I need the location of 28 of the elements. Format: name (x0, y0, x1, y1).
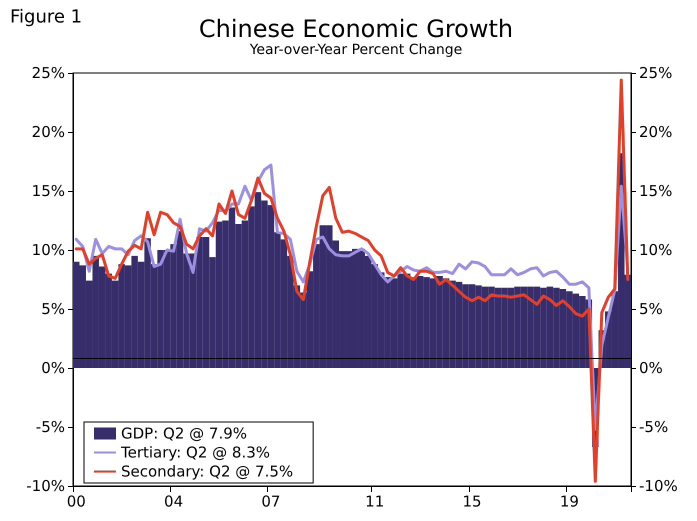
x-tick-label: 04 (164, 492, 184, 510)
x-tick-label: 11 (365, 492, 384, 510)
y-tick-label: 15% (32, 182, 65, 200)
chart-subtitle: Year-over-Year Percent Change (248, 42, 462, 58)
y-tick-label: -10% (26, 477, 65, 495)
y2-tick-label: 5% (639, 300, 663, 318)
y2-tick-label: 20% (639, 123, 672, 141)
y-tick-label: 20% (32, 123, 65, 141)
y-tick-label: 25% (32, 64, 65, 82)
chart-title: Chinese Economic Growth (198, 15, 514, 43)
x-tick-label: 07 (261, 492, 280, 510)
y-tick-label: 5% (41, 300, 65, 318)
y-tick-label: 0% (41, 359, 65, 377)
y2-tick-label: -5% (639, 418, 668, 436)
x-tick-label: 15 (462, 492, 482, 510)
caption: Figure 1 (10, 6, 82, 28)
legend-label: GDP: Q2 @ 7.9% (121, 424, 248, 442)
y-tick-label: -5% (36, 418, 65, 436)
x-tick-label: 00 (66, 492, 86, 510)
x-tick-label: 19 (560, 492, 579, 510)
y2-tick-label: -10% (639, 477, 678, 495)
y2-tick-label: 25% (639, 64, 672, 82)
y2-tick-label: 10% (639, 241, 672, 259)
legend-label: Secondary: Q2 @ 7.5% (121, 462, 294, 480)
legend-label: Tertiary: Q2 @ 8.3% (120, 444, 270, 462)
y-tick-label: 10% (32, 241, 65, 259)
y2-tick-label: 0% (639, 359, 663, 377)
y2-tick-label: 15% (639, 182, 672, 200)
